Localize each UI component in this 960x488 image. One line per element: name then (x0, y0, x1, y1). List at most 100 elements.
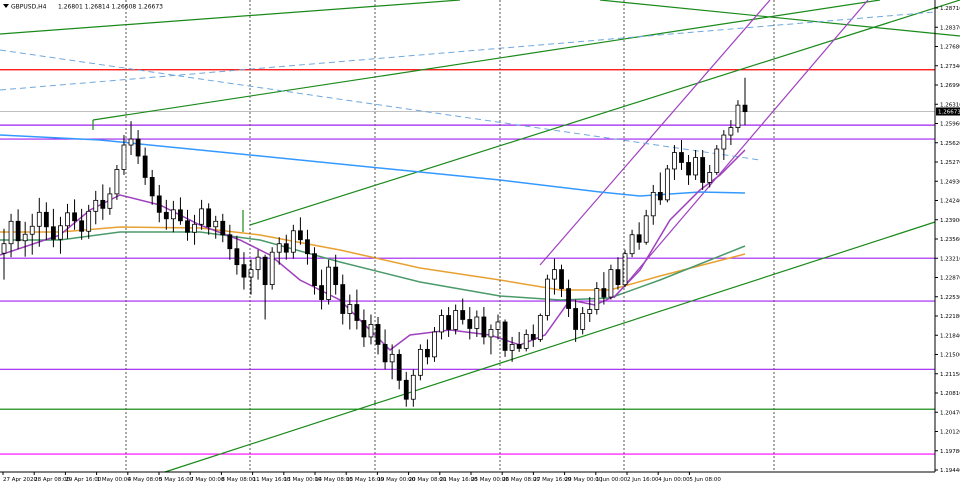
trend-line (0, 0, 461, 35)
x-tick-label: 7 May 00:00 (190, 477, 225, 483)
y-tick-label: 1.25960 (940, 122, 960, 128)
candle-body (213, 220, 219, 228)
current-price-box (936, 107, 960, 116)
candle-body (185, 220, 190, 233)
y-tick-label: 1.20120 (940, 430, 960, 436)
candle-body (8, 220, 14, 245)
candle-body (417, 348, 423, 376)
candle-body (375, 324, 381, 345)
candle-body (248, 269, 254, 278)
candle-body (559, 269, 564, 289)
y-tick-label: 1.19780 (940, 449, 960, 455)
candle-body (269, 251, 275, 285)
candle-body (495, 321, 501, 330)
y-tick-label: 1.24930 (940, 179, 960, 185)
x-tick-label: 27 Apr 2020 (3, 477, 38, 483)
y-tick-label: 1.26990 (940, 83, 960, 89)
candle-body (22, 233, 28, 242)
candle-body (1, 243, 7, 254)
y-tick-label: 1.23900 (940, 218, 960, 224)
candle-body (516, 344, 522, 349)
candle-body (297, 230, 303, 241)
candle-body (114, 169, 120, 195)
candle-body (347, 304, 353, 314)
y-tick-label: 1.28370 (940, 25, 960, 31)
candle-body (657, 191, 663, 201)
x-tick-label: 8 May 08:00 (221, 477, 256, 483)
candle-body (735, 104, 741, 128)
x-tick-label: 2 Jun 16:00 (627, 477, 659, 483)
candle-body (580, 313, 586, 330)
candle-body (128, 138, 134, 146)
candle-body (312, 253, 317, 286)
candle-body (100, 199, 106, 209)
candle-body (107, 193, 113, 209)
candle-body (643, 215, 649, 243)
candle-body (502, 321, 508, 351)
candle-body (552, 269, 557, 280)
candle-body (545, 278, 550, 316)
candle-body (43, 211, 49, 228)
candle-body (326, 266, 332, 300)
y-tick-label: 1.21840 (940, 333, 960, 339)
candle-body (135, 138, 141, 157)
candle-body (262, 256, 268, 285)
candle-body (629, 234, 635, 255)
candle-body (305, 239, 310, 255)
y-tick-label: 1.20470 (940, 410, 960, 416)
x-tick-label: 15 May 16:00 (346, 477, 384, 483)
x-tick-label: 19 May 00:00 (377, 477, 415, 483)
y-tick-label: 1.23560 (940, 237, 960, 243)
ohlc-readout: 1.26801 1.26814 1.26608 1.26673 (58, 4, 163, 11)
candle-body (587, 309, 593, 314)
candle-body (664, 168, 670, 201)
candle-body (622, 253, 628, 285)
current-price-label: 1.26673 (938, 109, 960, 115)
x-tick-label: 13 May 00:00 (284, 477, 322, 483)
trend-line (599, 0, 960, 37)
candle-body (672, 152, 677, 170)
ma-blue (0, 134, 746, 197)
x-tick-label: 4 May 08:00 (128, 477, 163, 483)
candle-body (403, 379, 409, 400)
candle-body (241, 264, 247, 278)
y-tick-label: 1.21150 (940, 372, 960, 378)
candle-body (537, 315, 543, 340)
candle-body (283, 243, 289, 253)
y-tick-label: 1.27680 (940, 45, 960, 51)
candle-body (693, 157, 698, 176)
channel-line (92, 0, 881, 121)
y-tick-label: 1.19440 (940, 468, 960, 474)
x-tick-label: 5 May 16:00 (159, 477, 194, 483)
y-tick-label: 1.22870 (940, 276, 960, 282)
candle-body (382, 344, 388, 363)
candle-body (58, 225, 63, 240)
y-tick-label: 1.26310 (940, 102, 960, 108)
candle-body (72, 212, 77, 222)
candle-body (149, 177, 155, 197)
candle-body (728, 127, 734, 136)
candle-body (686, 162, 691, 176)
candle-body (319, 285, 324, 300)
candle-body (636, 234, 642, 243)
pitchfork-line (539, 0, 771, 266)
candle-body (29, 225, 35, 235)
candle-body (79, 220, 85, 232)
candle-body (594, 288, 600, 310)
x-tick-label: 4 Jun 00:00 (658, 477, 690, 483)
channel-line (249, 0, 960, 226)
candle-body (93, 199, 99, 212)
candle-body (255, 256, 261, 271)
candle-body (199, 208, 205, 225)
candle-body (566, 288, 571, 309)
y-tick-label: 1.21500 (940, 353, 960, 359)
candle-body (51, 226, 56, 240)
ma-purple (0, 149, 746, 351)
candle-body (446, 315, 452, 330)
dashed-trend-line (0, 11, 936, 91)
y-tick-label: 1.22180 (940, 314, 960, 320)
triangle-down-icon[interactable] (3, 4, 9, 8)
x-tick-label: 14 May 08:00 (315, 477, 353, 483)
